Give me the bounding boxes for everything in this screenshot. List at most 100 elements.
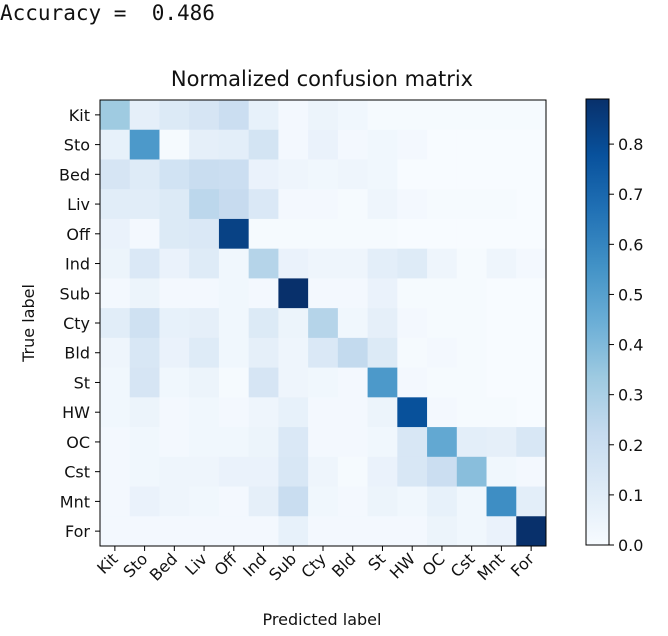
heatmap-cell <box>278 248 309 279</box>
heatmap-cell <box>427 367 458 398</box>
heatmap-cell <box>129 516 160 547</box>
heatmap-cell <box>397 367 428 398</box>
heatmap-cell <box>486 129 517 160</box>
heatmap-cell <box>427 308 458 339</box>
heatmap-cell <box>189 159 220 190</box>
heatmap-cell <box>397 486 428 517</box>
colorbar-tick-label: 0.4 <box>618 336 643 355</box>
heatmap-cell <box>367 100 398 131</box>
heatmap-cell <box>367 278 398 309</box>
y-tick-label: Bld <box>64 344 90 363</box>
heatmap-cell <box>427 397 458 428</box>
heatmap-cell <box>337 248 368 279</box>
y-tick-label: For <box>65 522 90 541</box>
heatmap-cell <box>218 516 250 547</box>
heatmap-cell <box>189 427 220 458</box>
heatmap-cell <box>248 189 279 220</box>
heatmap-cell <box>456 189 487 220</box>
heatmap-cell <box>486 308 517 339</box>
heatmap-cell <box>218 427 250 458</box>
x-tick-label: Sub <box>265 549 300 584</box>
heatmap-cell <box>189 397 220 428</box>
heatmap-cell <box>486 159 517 190</box>
heatmap-cell <box>397 427 428 458</box>
heatmap-cell <box>337 486 368 517</box>
heatmap-cell <box>456 367 487 398</box>
heatmap-cell <box>278 337 309 368</box>
heatmap-cell <box>337 129 368 160</box>
accuracy-readout: Accuracy = 0.486 <box>0 0 215 26</box>
heatmap-cell <box>218 278 250 309</box>
y-tick-label: Liv <box>67 195 90 214</box>
heatmap-cell <box>367 129 398 160</box>
heatmap-cell <box>516 218 547 250</box>
x-tick-label: Sto <box>119 549 151 581</box>
heatmap-cell <box>278 159 309 190</box>
y-tick-label: St <box>74 373 90 392</box>
heatmap-cell <box>367 248 398 279</box>
heatmap-cell <box>100 486 131 517</box>
heatmap-cell <box>516 516 547 547</box>
heatmap-cell <box>427 278 458 309</box>
heatmap-cell <box>308 218 339 250</box>
heatmap-cell <box>427 427 458 458</box>
heatmap-cell <box>189 308 220 339</box>
heatmap-cell <box>129 456 160 487</box>
heatmap-cell <box>308 367 339 398</box>
x-tick-label: Cty <box>297 549 329 581</box>
heatmap-cell <box>100 367 131 398</box>
heatmap-cell <box>248 308 279 339</box>
colorbar-tick-label: 0.2 <box>618 436 643 455</box>
heatmap-cell <box>218 100 250 131</box>
heatmap-cell <box>129 159 160 190</box>
x-tick-label: Bed <box>146 549 181 584</box>
heatmap-cells <box>100 100 547 547</box>
heatmap-cell <box>427 248 458 279</box>
heatmap-cell <box>367 456 398 487</box>
heatmap-cell <box>248 159 279 190</box>
heatmap-cell <box>100 337 131 368</box>
heatmap-cell <box>248 486 279 517</box>
heatmap-cell <box>159 129 190 160</box>
heatmap-cell <box>367 516 398 547</box>
heatmap-cell <box>456 248 487 279</box>
heatmap-cell <box>337 278 368 309</box>
heatmap-cell <box>189 278 220 309</box>
heatmap-cell <box>516 129 547 160</box>
heatmap-cell <box>248 367 279 398</box>
heatmap-cell <box>278 278 309 309</box>
heatmap-cell <box>129 100 160 131</box>
heatmap-cell <box>308 100 339 131</box>
heatmap-cell <box>367 486 398 517</box>
heatmap-cell <box>129 486 160 517</box>
heatmap-cell <box>337 337 368 368</box>
heatmap-cell <box>278 486 309 517</box>
heatmap-cell <box>278 427 309 458</box>
heatmap-cell <box>308 486 339 517</box>
heatmap-cell <box>427 486 458 517</box>
heatmap-cell <box>100 100 131 131</box>
heatmap-cell <box>129 189 160 220</box>
heatmap-cell <box>218 486 250 517</box>
heatmap-cell <box>516 367 547 398</box>
heatmap-cell <box>397 278 428 309</box>
heatmap-cell <box>337 159 368 190</box>
heatmap-cell <box>486 427 517 458</box>
y-tick-label: Cty <box>63 314 90 333</box>
colorbar-tick-label: 0.3 <box>618 386 643 405</box>
heatmap-cell <box>427 189 458 220</box>
heatmap-cell <box>129 367 160 398</box>
y-tick-label: Ind <box>65 255 90 274</box>
heatmap-cell <box>397 129 428 160</box>
heatmap-cell <box>486 248 517 279</box>
y-tick-label: HW <box>62 403 90 422</box>
heatmap-cell <box>278 516 309 547</box>
y-tick-label: Sub <box>60 284 90 303</box>
heatmap-cell <box>486 189 517 220</box>
heatmap-cell <box>100 397 131 428</box>
heatmap-cell <box>456 397 487 428</box>
heatmap-cell <box>248 337 279 368</box>
heatmap-cell <box>337 189 368 220</box>
heatmap-cell <box>367 189 398 220</box>
heatmap-cell <box>159 308 190 339</box>
